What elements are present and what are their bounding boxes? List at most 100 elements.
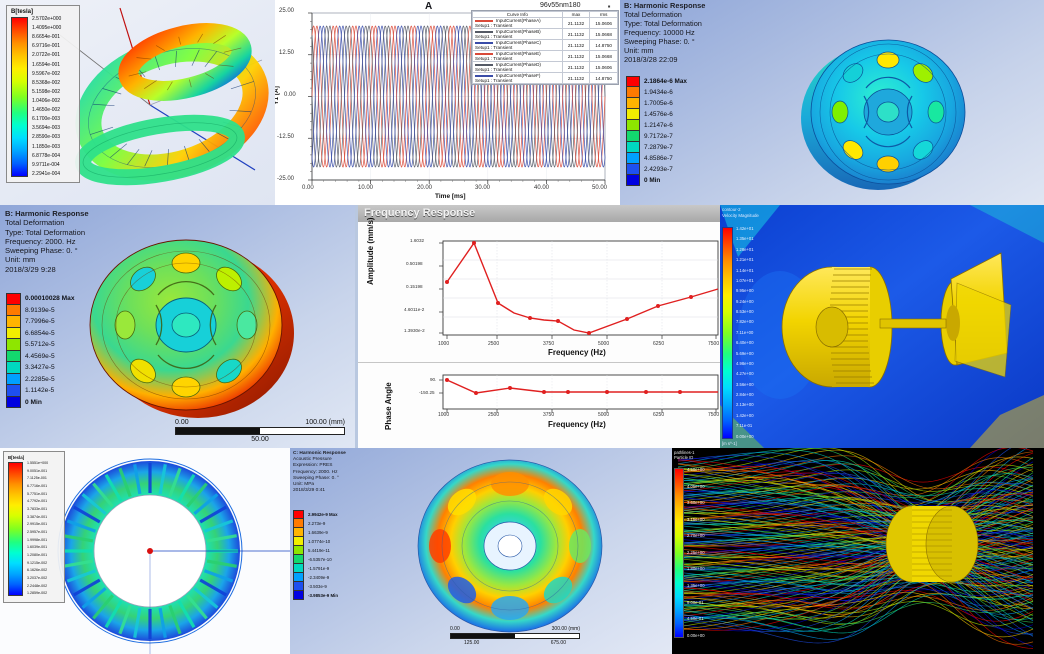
streamline-path <box>677 491 1034 507</box>
legend-value: 1.2859e-002 <box>27 591 48 596</box>
legend-row: 2.2285e-5 <box>6 373 75 385</box>
legend-value: 1.4576e-6 <box>644 111 673 118</box>
legend-value: 1.35e+00 <box>687 583 705 589</box>
scale-bar-graphic <box>450 633 580 639</box>
streamline-path <box>677 544 1034 583</box>
stator-slot <box>206 559 237 568</box>
xtick-text: 20.00 <box>417 185 433 191</box>
streamline-path <box>677 513 1034 537</box>
legend-value: 4.4569e-5 <box>25 352 55 360</box>
stator-slot <box>133 607 142 638</box>
streamline-path <box>677 478 1034 540</box>
legend-value: 9.95e+00 <box>736 288 754 294</box>
stator-slot <box>63 534 94 543</box>
streamline-path <box>677 551 1034 573</box>
phase-xtick: 2500 <box>488 412 499 418</box>
streamline-path <box>677 452 1034 533</box>
amplitude-xtick: 7500 <box>708 341 719 347</box>
transient-xtick: 20.00 <box>417 185 432 191</box>
legend-value: 3.60e+00 <box>687 500 705 506</box>
legend-row: 7.7996e-5 <box>6 316 75 328</box>
streamline-legend-title-line2: Particle ID <box>674 455 694 461</box>
eddy-current-legend: B[tesla] 1.5551e+000 9.0051e-001 7.1125e-0… <box>3 451 65 603</box>
harmonic-10000-rotor-geometry <box>801 39 966 190</box>
streamline-path <box>677 568 1034 649</box>
legend-value: 1.0774e-10 <box>308 539 331 544</box>
amplitude-ytick: 1.3930e-2 <box>404 328 425 333</box>
legend-row: 8.9139e-5 <box>6 304 75 316</box>
curve-info-rms-cell: 14.8750 <box>589 39 618 51</box>
scale-mid-left-label: 125.00 <box>464 640 480 646</box>
acoustic-line: Expression: PRES <box>293 463 333 469</box>
phase-xtick: 3750 <box>543 412 554 418</box>
legend-row: 1.7005e-6 <box>626 98 687 109</box>
panel-streamlines: pathlines-1 Particle ID 4.50e+00 4.05e+00… <box>672 448 1044 654</box>
streamline-path <box>677 448 1012 527</box>
harmonic-2000-header: B: Harmonic Response Total Deformation T… <box>5 209 89 274</box>
stator-slot <box>63 559 94 568</box>
amplitude-xtick: 5000 <box>598 341 609 347</box>
stator-slot <box>66 569 97 583</box>
stator-slot <box>193 587 219 609</box>
stator-slot <box>158 464 167 495</box>
legend-value: 2.2941e-004 <box>32 170 61 177</box>
y-axis-label-text: Y1 [A] <box>275 86 280 105</box>
legend-row: 2.273e-9 <box>293 519 338 528</box>
xtick-text: 7500 <box>708 412 720 418</box>
stator-slot <box>203 569 234 583</box>
harmonic-2000-rotor-geometry <box>89 239 294 418</box>
ytick-text: 25.00 <box>279 8 295 14</box>
amplitude-y-axis-label: Amplitude (mm/s) <box>366 217 375 285</box>
cfd-legend-title-line2: Velocity Magnitude <box>722 212 759 218</box>
xtick-text: 0.00 <box>302 185 314 191</box>
legend-value: 2.1864e-6 Max <box>644 78 687 85</box>
harmonic-2000-title: B: Harmonic Response <box>5 209 89 218</box>
transient-ytick: 0.00 <box>284 92 296 98</box>
legend-row: 1.1142e-5 <box>6 385 75 397</box>
legend-value: 7.82e+00 <box>736 319 754 325</box>
ytick-text: 4.6011e-2 <box>404 307 425 312</box>
legend-value: 4.50e-01 <box>687 616 704 622</box>
harmonic-2000-line: 2018/3/29 9:28 <box>5 264 56 274</box>
legend-value: 2.70e+00 <box>687 533 705 539</box>
legend-value: 8.9139e-5 <box>25 306 55 314</box>
streamline-geometry <box>672 448 1044 654</box>
legend-value: 2.13e+00 <box>736 402 754 408</box>
transient-y-axis-label: Y1 [A] <box>275 86 280 105</box>
legend-value: 1.07e+01 <box>736 277 754 283</box>
legend-value: 1.2080e-001 <box>27 552 48 557</box>
acoustic-line: Sweeping Phase: 0. ° <box>293 475 339 481</box>
streamline-path <box>677 582 1034 625</box>
legend-value: 1.35e+01 <box>736 236 754 242</box>
ytick-text: -12.50 <box>277 134 295 140</box>
legend-value: 2.5702e+000 <box>32 16 62 22</box>
harmonic-10000-header: B: Harmonic Response Total Deformation T… <box>624 1 705 64</box>
legend-value: 1.1142e-5 <box>25 387 55 395</box>
legend-row: 1.6639e-9 <box>293 528 338 537</box>
streamline-path <box>677 482 1034 527</box>
stator-slot <box>73 578 101 597</box>
ytick-text: 1.6032 <box>410 238 425 243</box>
legend-value: 8.5368e-002 <box>32 79 61 86</box>
phase-ytick: 90. <box>430 377 436 382</box>
streamline-path <box>677 467 1034 526</box>
stator-slot <box>199 578 227 597</box>
streamline-path <box>677 464 1034 507</box>
y-axis-label-text: Phase Angle <box>384 382 393 430</box>
legend-value: -6.5357e-10 <box>308 557 332 562</box>
legend-value: 0.00010028 Max <box>25 295 75 303</box>
chart-separator <box>358 362 720 363</box>
legend-value: 4.50e+00 <box>687 467 705 472</box>
streamline-path <box>678 498 1034 529</box>
legend-value: 7.7996e-5 <box>25 318 55 326</box>
legend-row: 3.3427e-5 <box>6 362 75 374</box>
stator-slot <box>118 604 132 635</box>
legend-row: 1.2147e-6 <box>626 120 687 131</box>
transient-ytick: -12.50 <box>277 134 294 140</box>
transient-minimize-icon[interactable]: ▪ <box>607 2 611 11</box>
legend-row: 4.4569e-5 <box>6 350 75 362</box>
ytick-text: 90. <box>430 377 437 382</box>
acoustic-title: C: Harmonic Response <box>293 451 346 456</box>
amplitude-ytick: 4.6011e-2 <box>404 307 424 312</box>
design-label-text: 96v55nm180 <box>540 2 581 9</box>
